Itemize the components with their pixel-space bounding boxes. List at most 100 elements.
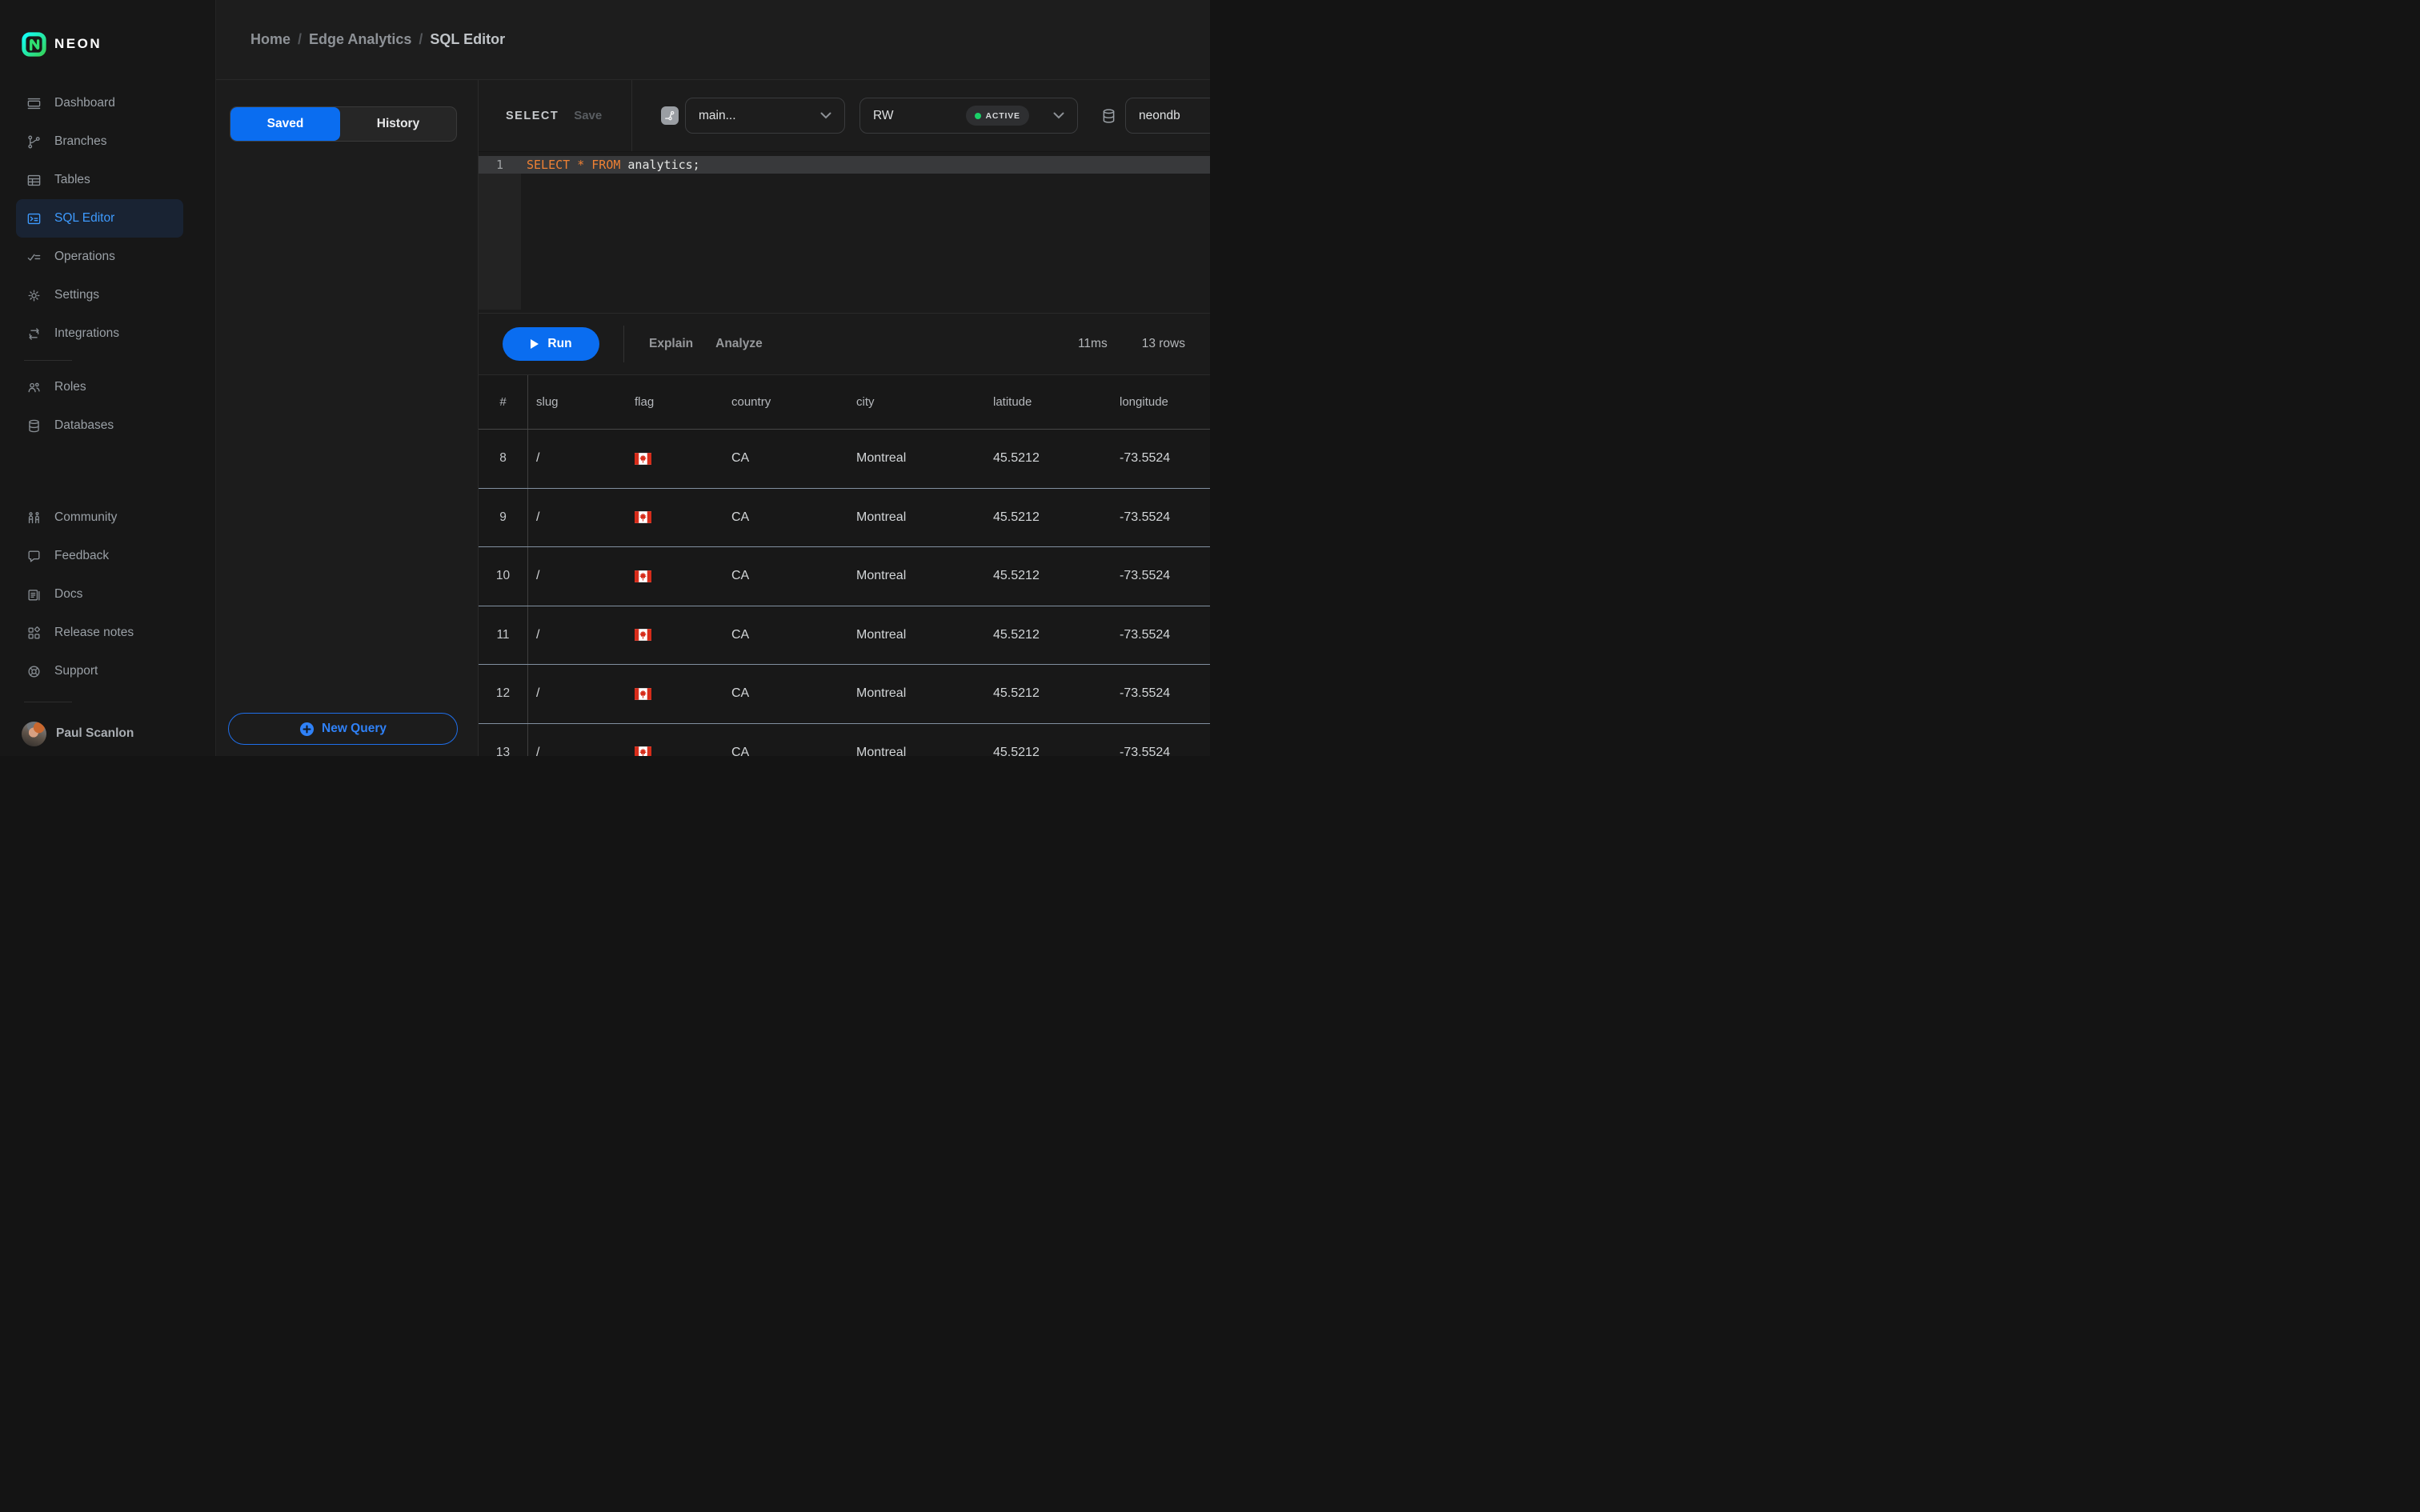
connection-controls: main... RW ACTIVE [632,80,1210,151]
cell-flag [627,511,723,524]
editor-panel: SELECT Save main... RW [479,80,1210,756]
results-table: # slug flag country city latitude longit… [479,374,1210,756]
canada-flag-icon [635,629,651,642]
database-select[interactable]: neondb [1125,98,1210,134]
branch-select[interactable]: main... [685,98,845,134]
speech-bubble-icon [26,549,42,564]
cell-slug: / [536,569,540,583]
sql-code: SELECT * FROM analytics; [521,158,700,172]
sidebar-item-sql-editor[interactable]: SQL Editor [16,199,183,238]
sidebar-item-roles[interactable]: Roles [16,368,183,406]
sidebar-item-integrations[interactable]: Integrations [16,314,183,353]
sidebar-item-label: Roles [54,380,86,394]
table-row: 8 / [479,430,1210,489]
row-number: 8 [479,430,528,488]
query-tab[interactable]: SELECT [506,109,559,122]
breadcrumb-home[interactable]: Home [250,31,291,47]
column-header-city: city [856,395,875,409]
cell-flag [627,746,723,756]
sidebar-item-databases[interactable]: Databases [16,406,183,445]
cell-slug: / [536,686,540,701]
cell-slug: / [536,627,540,642]
line-number: 1 [495,158,503,172]
tab-history[interactable]: History [340,107,456,141]
cell-city: Montreal [856,686,907,701]
sidebar-item-operations[interactable]: Operations [16,238,183,276]
sql-editor[interactable]: 1 SELECT * FROM analytics; [479,152,1210,313]
git-branch-icon [26,134,42,150]
sidebar-item-branches[interactable]: Branches [16,122,183,161]
breadcrumb-separator: / [419,31,423,47]
sidebar-item-support[interactable]: Support [16,652,183,690]
sidebar-item-label: Integrations [54,326,119,340]
query-list-tabs: Saved History [230,106,457,142]
checklist-icon [26,250,42,265]
sidebar-item-feedback[interactable]: Feedback [16,537,183,575]
sidebar-item-label: Release notes [54,626,134,639]
cell-city: Montreal [856,627,907,642]
avatar [22,721,46,746]
table-row: 10 / [479,547,1210,606]
sidebar-item-docs[interactable]: Docs [16,575,183,614]
cell-country: CA [731,627,750,642]
users-icon [26,380,42,395]
query-duration: 11ms [1077,337,1108,350]
column-header-longitude: longitude [1120,395,1168,409]
cell-longitude: -73.5524 [1120,627,1171,642]
explain-button[interactable]: Explain [649,337,694,350]
save-button[interactable]: Save [574,109,603,122]
analyze-button[interactable]: Analyze [715,337,763,350]
cell-latitude: 45.5212 [993,686,1040,701]
query-tab-section: SELECT Save [479,80,632,151]
status-label: ACTIVE [985,110,1020,121]
sidebar-nav-support: Community Feedback Docs Release notes [16,498,199,690]
sidebar-item-community[interactable]: Community [16,498,183,537]
neon-logo-icon [22,31,46,57]
new-query-button[interactable]: New Query [228,713,458,745]
sidebar-item-label: Dashboard [54,96,115,110]
compute-select[interactable]: RW ACTIVE [859,98,1078,134]
cell-flag [627,687,723,700]
sidebar-item-label: Branches [54,134,107,148]
cell-flag [627,629,723,642]
query-row-count: 13 rows [1141,337,1185,350]
sidebar-divider [24,360,72,361]
cell-latitude: 45.5212 [993,510,1040,524]
tab-saved[interactable]: Saved [230,107,340,141]
cell-country: CA [731,569,750,583]
run-button[interactable]: Run [503,327,599,361]
play-icon [531,339,539,349]
cell-longitude: -73.5524 [1120,745,1171,756]
cell-slug: / [536,745,540,756]
community-icon [26,510,42,526]
gear-icon [26,288,42,303]
sidebar-item-label: Support [54,664,98,678]
column-header-index: # [479,375,528,429]
table-icon [26,173,42,188]
table-row: 9 / [479,488,1210,547]
table-body: 8 / [479,430,1210,756]
cell-city: Montreal [856,451,907,466]
cell-country: CA [731,745,750,756]
sidebar-item-settings[interactable]: Settings [16,276,183,314]
plus-circle-icon [299,722,315,736]
sidebar-item-label: Docs [54,587,83,601]
neon-logo[interactable]: NEON [0,26,215,62]
sidebar-nav-secondary: Roles Databases [16,368,199,445]
sidebar-item-tables[interactable]: Tables [16,161,183,199]
sidebar-item-label: Community [54,510,118,524]
cell-flag [627,570,723,582]
main-area: Home / Edge Analytics / SQL Editor Saved… [216,0,1210,756]
table-header-row: # slug flag country city latitude longit… [479,375,1210,430]
database-icon [1100,106,1117,126]
sidebar: NEON Dashboard Branches Tables [0,0,216,756]
breadcrumb-project[interactable]: Edge Analytics [309,31,412,47]
canada-flag-icon [635,746,651,756]
cell-country: CA [731,451,750,466]
sidebar-item-release-notes[interactable]: Release notes [16,614,183,652]
cell-slug: / [536,451,540,466]
user-menu[interactable]: Paul Scanlon [0,721,215,746]
sidebar-item-dashboard[interactable]: Dashboard [16,84,183,122]
breadcrumb-current: SQL Editor [430,31,506,47]
code-line: 1 SELECT * FROM analytics; [479,156,1210,174]
